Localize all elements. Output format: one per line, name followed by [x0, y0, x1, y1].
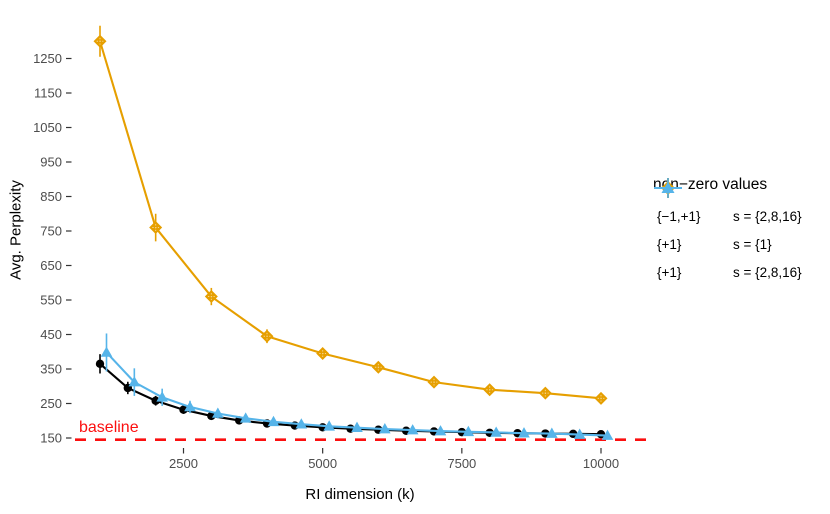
data-point-triangle — [323, 420, 335, 431]
y-axis-title: Avg. Perplexity — [7, 180, 25, 280]
diamond-plus-detail — [430, 378, 438, 386]
legend-item: {−1,+1} s = {2,8,16} — [653, 178, 828, 230]
diamond-plus-detail — [207, 293, 215, 300]
data-point-triangle — [434, 425, 447, 436]
data-point-triangle — [100, 346, 113, 357]
data-point-triangle — [351, 421, 363, 432]
y-tick-label: 550 — [40, 293, 62, 308]
legend-label-s: s = {2,8,16} — [733, 264, 802, 280]
diamond-plus-detail — [319, 350, 327, 357]
baseline-label: baseline — [79, 419, 139, 436]
y-tick-label: 250 — [40, 396, 62, 411]
data-point-triangle — [490, 426, 502, 437]
data-point-triangle — [573, 428, 586, 439]
x-tick-label: 10000 — [583, 456, 619, 471]
data-point-triangle — [546, 427, 558, 438]
y-tick-label: 650 — [40, 258, 62, 273]
data-point-circle — [151, 396, 160, 405]
y-tick-label: 1150 — [34, 86, 62, 101]
data-point-triangle — [518, 427, 530, 438]
legend-label-values: {+1} — [657, 236, 682, 252]
diamond-plus-detail — [597, 394, 605, 402]
data-point-triangle — [406, 424, 419, 435]
y-tick-label: 950 — [40, 155, 62, 170]
y-tick-label: 1050 — [33, 120, 62, 135]
x-tick-label: 7500 — [447, 456, 476, 471]
series-line — [98, 40, 603, 400]
legend-item: {+1} s = {2,8,16} — [653, 178, 828, 286]
data-point-circle — [179, 405, 188, 414]
legend-rows: {−1,+1} s = {2,8,16} {+1} s = {1} {+1} s = {2… — [653, 178, 828, 286]
data-point-triangle — [601, 429, 614, 440]
y-tick-label: 850 — [40, 189, 62, 204]
legend-label-s: s = {2,8,16} — [733, 208, 802, 224]
data-point-triangle — [212, 407, 224, 418]
legend: non−zero values {−1,+1} s = {2,8,16} {+1} s… — [653, 176, 828, 286]
x-tick-label: 2500 — [169, 456, 198, 471]
series-line — [98, 362, 603, 436]
data-point-triangle — [239, 412, 252, 423]
legend-key-triangle-icon — [654, 178, 682, 198]
data-point-triangle — [128, 376, 141, 387]
y-tick-label: 450 — [40, 327, 62, 342]
y-tick-label: 750 — [40, 224, 62, 239]
diamond-plus-detail — [96, 37, 104, 45]
legend-label-values: {−1,+1} — [657, 208, 701, 224]
y-tick-label: 1250 — [33, 51, 62, 66]
diamond-plus-detail — [541, 389, 549, 397]
legend-label-values: {+1} — [657, 264, 682, 280]
diamond-plus-detail — [486, 386, 494, 394]
data-point-triangle — [295, 418, 308, 429]
data-point-circle — [207, 411, 216, 421]
data-point-triangle — [184, 400, 196, 412]
legend-item: {+1} s = {1} — [653, 178, 828, 258]
diamond-plus-detail — [263, 332, 271, 340]
y-tick-label: 350 — [40, 362, 62, 377]
data-point-triangle — [267, 415, 280, 427]
legend-label-s: s = {1} — [733, 236, 772, 252]
x-axis-title: RI dimension (k) — [305, 486, 415, 503]
data-point-triangle — [462, 425, 475, 437]
diamond-plus-detail — [152, 224, 160, 231]
data-point-triangle — [156, 391, 168, 402]
data-point-circle — [95, 359, 105, 369]
diamond-plus-detail — [374, 363, 382, 371]
y-tick-label: 150 — [40, 431, 62, 446]
x-tick-label: 5000 — [308, 456, 337, 471]
data-point-triangle — [379, 423, 391, 434]
